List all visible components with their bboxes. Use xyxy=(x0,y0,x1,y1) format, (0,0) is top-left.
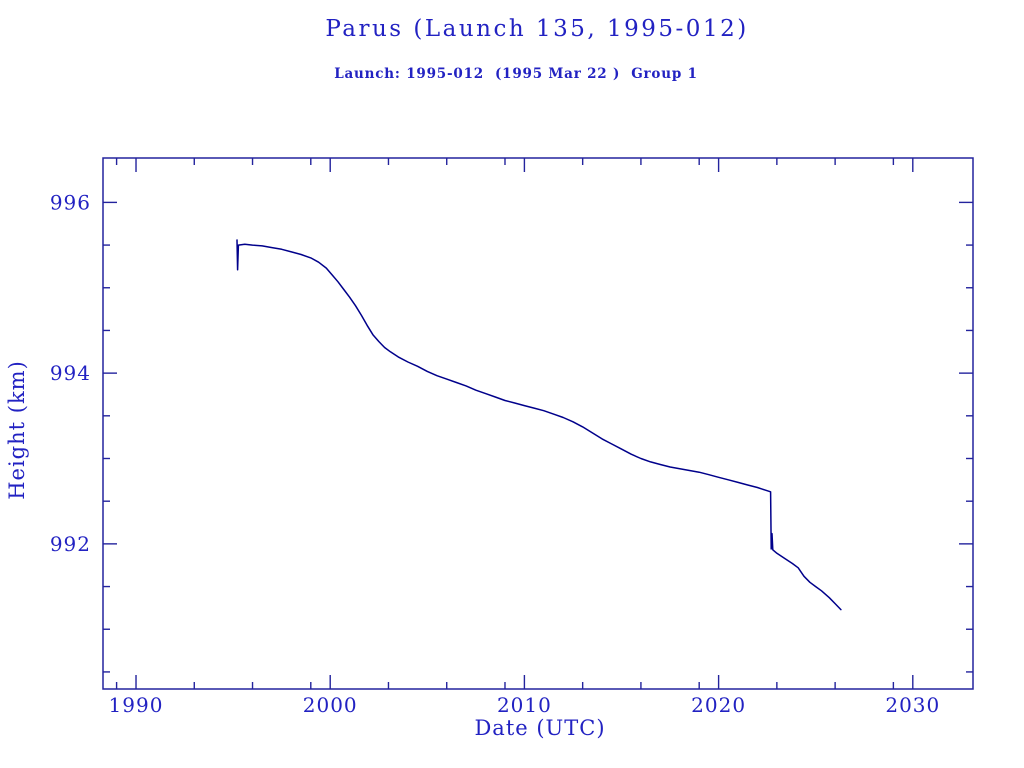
x-tick-label: 2010 xyxy=(497,693,552,717)
x-tick-label: 2030 xyxy=(885,693,940,717)
y-tick-label: 996 xyxy=(50,190,91,214)
x-tick-label: 2000 xyxy=(303,693,358,717)
y-tick-label: 992 xyxy=(50,532,91,556)
chart-title: Parus (Launch 135, 1995-012) xyxy=(325,16,749,42)
height-curve xyxy=(236,239,842,611)
x-axis-label: Date (UTC) xyxy=(474,716,606,740)
x-tick-label: 2020 xyxy=(691,693,746,717)
x-tick-label: 1990 xyxy=(109,693,164,717)
plot-frame xyxy=(102,157,974,690)
chart-subtitle: Launch: 1995-012 (1995 Mar 22 ) Group 1 xyxy=(334,66,698,82)
y-tick-label: 994 xyxy=(50,361,91,385)
